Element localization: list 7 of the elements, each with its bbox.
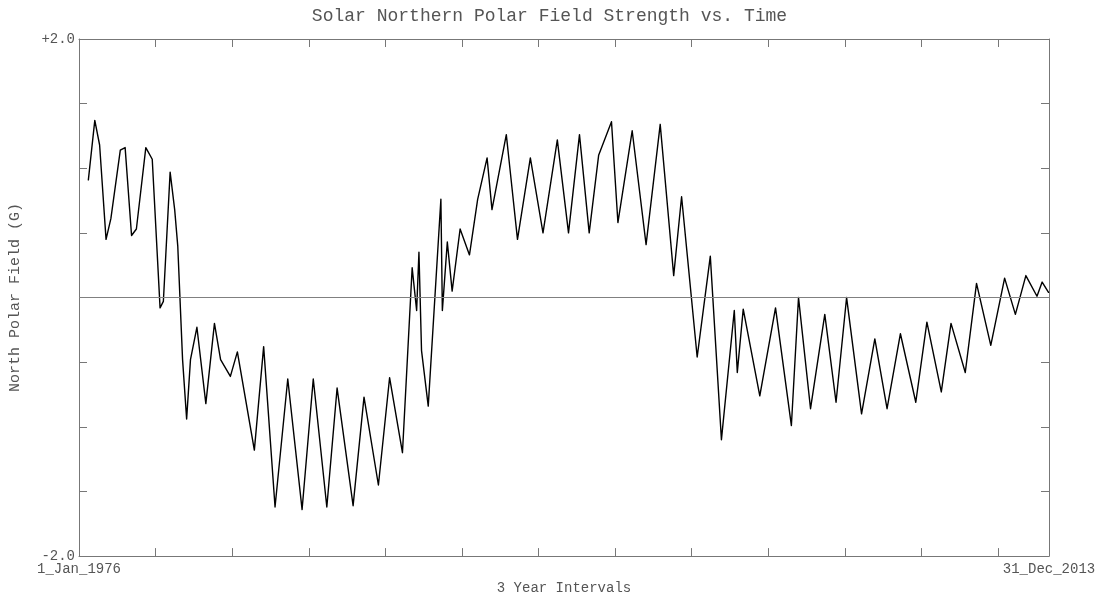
x-tick-label: 1_Jan_1976 bbox=[36, 561, 122, 578]
x-axis-title: 3 Year Intervals bbox=[496, 580, 632, 596]
y-tick-label: +2.0 bbox=[41, 31, 75, 47]
y-axis-title: North Polar Field (G) bbox=[7, 203, 24, 393]
x-tick-label: 31_Dec_2013 bbox=[1002, 561, 1096, 578]
chart-title: Solar Northern Polar Field Strength vs. Time bbox=[311, 6, 788, 26]
line-series bbox=[87, 119, 1050, 511]
